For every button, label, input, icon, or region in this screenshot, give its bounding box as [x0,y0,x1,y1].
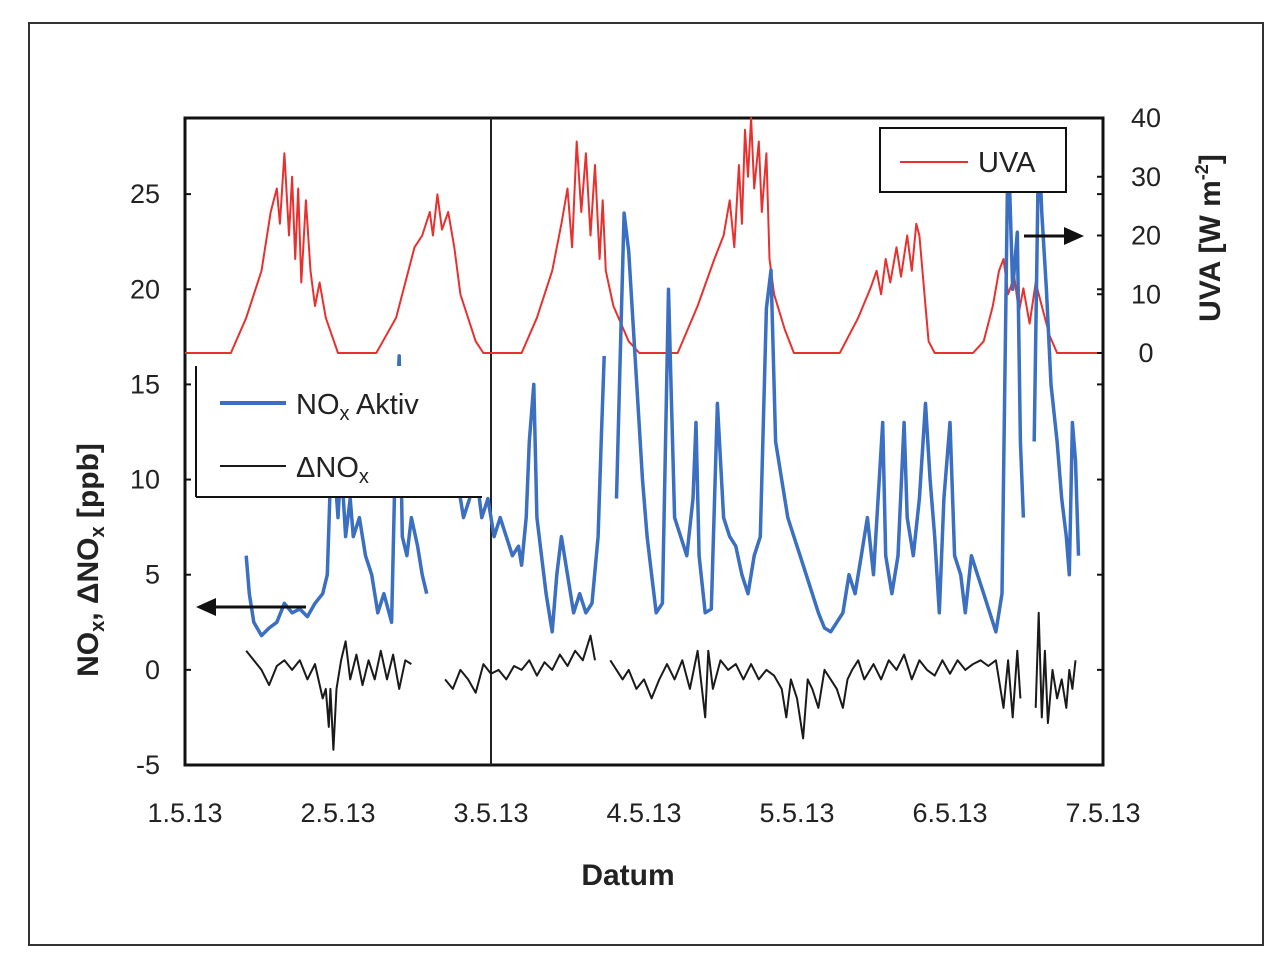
series-line-nox-aktiv [244,135,1081,638]
x-axis-title: Datum [581,859,674,892]
y-left-tick-label: 15 [130,369,160,399]
y-left-tick-label: 5 [145,560,160,590]
y-left-tick-label: 10 [130,465,160,495]
x-tick-label: 1.5.13 [147,798,222,828]
y-left-tick-label: 20 [130,274,160,304]
y-right-tick-label: 0 [1138,338,1153,368]
x-tick-label: 2.5.13 [300,798,375,828]
y-left-tick-label: -5 [136,750,160,780]
series-layer [185,117,1103,751]
x-tick-label: 7.5.13 [1065,798,1140,828]
legend-uva-label: UVA [978,147,1036,179]
y-right-tick-label: 30 [1131,162,1161,192]
y-right-tick-label: 20 [1131,221,1161,251]
y-left-ticks: -5 0 5 10 15 20 25 [130,179,1103,780]
right-axis-arrow [1024,227,1084,245]
x-ticks: 1.5.13 2.5.13 3.5.13 4.5.13 5.5.13 6.5.13 7.5.… [147,798,1140,828]
x-tick-label: 3.5.13 [453,798,528,828]
x-tick-label: 5.5.13 [759,798,834,828]
y-right-tick-label: 40 [1131,103,1161,133]
series-line-uva [185,117,1103,354]
legend-nox-label: NOx Aktiv [296,389,419,425]
legend-uva: UVA [879,127,1067,193]
x-tick-label: 4.5.13 [606,798,681,828]
legend-dnox-label: ΔNOx [296,452,369,488]
y-right-axis-title: UVA [W m-2] [1192,154,1227,322]
y-right-tick-label: 10 [1131,279,1161,309]
y-right-ticks: 0 10 20 30 40 [1097,103,1161,368]
y-left-axis-title: NOx, ΔNOx [ppb] [72,443,109,677]
plot-area [183,116,1105,767]
series-line--nox [245,611,1077,751]
legend-nox: NOx Aktiv ΔNOx [193,366,485,498]
left-axis-arrow [196,598,306,616]
y-left-tick-label: 0 [145,655,160,685]
x-tick-label: 6.5.13 [912,798,987,828]
y-left-tick-label: 25 [130,179,160,209]
